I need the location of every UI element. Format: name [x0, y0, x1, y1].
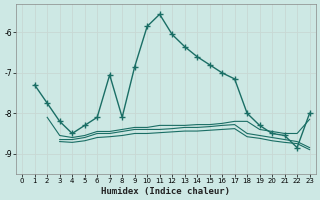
X-axis label: Humidex (Indice chaleur): Humidex (Indice chaleur): [101, 187, 230, 196]
